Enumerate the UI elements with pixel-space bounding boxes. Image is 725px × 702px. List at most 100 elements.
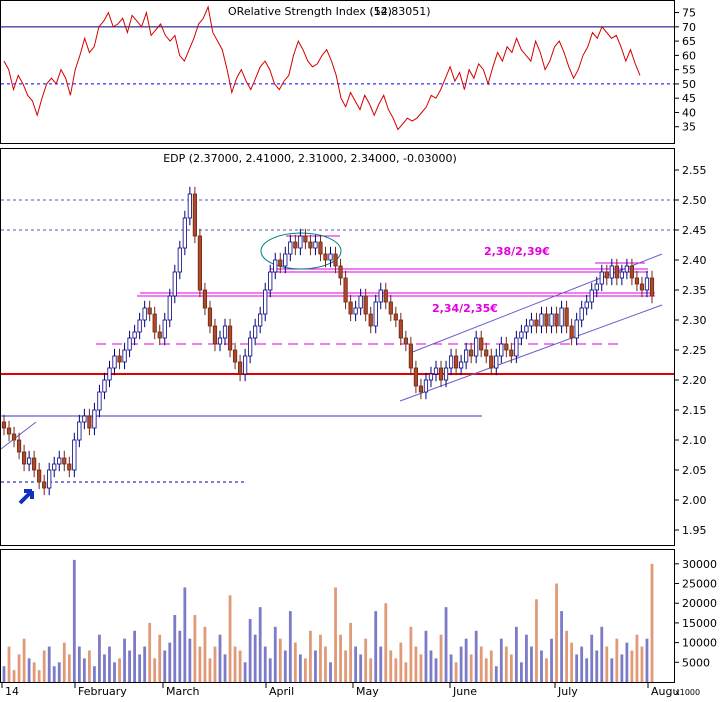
volume-bar bbox=[87, 650, 91, 682]
candle-body bbox=[499, 343, 504, 357]
volume-bar bbox=[82, 658, 86, 682]
x-tick-label: 14 bbox=[5, 685, 19, 698]
volume-bar bbox=[148, 622, 152, 682]
candle-body bbox=[222, 325, 228, 339]
volume-bar bbox=[379, 646, 383, 682]
volume-bar bbox=[37, 670, 41, 682]
volume-bar bbox=[434, 658, 438, 682]
price-tick-label: 2.35 bbox=[682, 284, 707, 297]
volume-bar bbox=[12, 670, 16, 682]
volume-bar bbox=[650, 563, 654, 682]
candle-body bbox=[52, 463, 57, 471]
candle-body bbox=[609, 265, 614, 279]
candle-body bbox=[629, 265, 635, 279]
candle-body bbox=[72, 439, 77, 471]
volume-bar bbox=[645, 638, 649, 682]
candle-body bbox=[464, 349, 469, 363]
volume-bar bbox=[484, 658, 488, 682]
candle-body bbox=[273, 259, 278, 273]
volume-bar bbox=[22, 638, 26, 682]
volume-tick-label: 15000 bbox=[682, 617, 717, 630]
volume-bar bbox=[329, 662, 332, 682]
candle-body bbox=[484, 349, 489, 357]
volume-bar bbox=[223, 654, 227, 682]
volume-tick-label: 25000 bbox=[682, 578, 717, 591]
candle-body bbox=[539, 313, 544, 327]
candle-body bbox=[107, 367, 112, 381]
volume-bar bbox=[268, 658, 272, 682]
candle-body bbox=[368, 313, 373, 327]
volume-bar bbox=[494, 666, 498, 682]
candle-body bbox=[258, 313, 263, 327]
volume-bar bbox=[288, 611, 292, 682]
volume-bar bbox=[409, 626, 413, 682]
volume-bar bbox=[263, 646, 267, 682]
candle-body bbox=[308, 241, 313, 249]
volume-bar bbox=[2, 666, 6, 682]
x-tick-label: May bbox=[356, 685, 379, 698]
volume-tick-label: 10000 bbox=[682, 637, 717, 650]
rsi-tick-label: 75 bbox=[682, 7, 696, 20]
candle-body bbox=[1, 421, 7, 429]
candle-body bbox=[27, 457, 32, 465]
volume-bar bbox=[565, 630, 569, 682]
candle-body bbox=[388, 301, 393, 315]
trend-channel-lower bbox=[399, 304, 663, 402]
candle-body bbox=[217, 337, 223, 345]
volume-bar bbox=[273, 626, 277, 682]
volume-bar bbox=[429, 650, 433, 682]
candle-body bbox=[152, 313, 157, 333]
volume-bar bbox=[630, 650, 634, 682]
volume-bar bbox=[369, 658, 373, 682]
candle-body bbox=[584, 301, 589, 309]
volume-bar bbox=[449, 654, 453, 682]
volume-bar bbox=[52, 666, 56, 682]
price-tick-label: 2.55 bbox=[682, 164, 707, 177]
candle-body bbox=[639, 283, 645, 291]
volume-bar bbox=[138, 654, 142, 682]
volume-bar bbox=[625, 642, 629, 682]
price-annotation: 2,34/2,35€ bbox=[432, 302, 498, 315]
candle-body bbox=[283, 253, 288, 267]
candle-body bbox=[253, 325, 258, 339]
candle-body bbox=[403, 337, 408, 345]
volume-bar bbox=[62, 642, 66, 682]
candle-body bbox=[604, 271, 609, 279]
volume-bar bbox=[188, 638, 192, 682]
price-tick-label: 2.50 bbox=[682, 194, 707, 207]
x-tick-label: June bbox=[452, 685, 477, 698]
x-tick-label: March bbox=[166, 685, 200, 698]
candle-body bbox=[288, 241, 293, 255]
volume-tick-label: 20000 bbox=[682, 597, 717, 610]
volume-bar bbox=[384, 603, 388, 682]
volume-bar bbox=[469, 654, 473, 682]
candle-body bbox=[177, 247, 182, 273]
volume-bar bbox=[118, 658, 121, 682]
candle-body bbox=[453, 355, 459, 369]
volume-bar bbox=[77, 646, 81, 682]
candle-body bbox=[248, 337, 253, 357]
candle-body bbox=[207, 307, 213, 327]
rsi-title: ORelative Strength Index (14) bbox=[228, 5, 392, 18]
candle-body bbox=[579, 307, 584, 321]
candle-body bbox=[353, 307, 358, 315]
price-title: EDP (2.37000, 2.41000, 2.31000, 2.34000,… bbox=[163, 152, 457, 165]
candle-body bbox=[529, 319, 534, 327]
candle-body bbox=[243, 355, 248, 375]
volume-bar bbox=[439, 634, 443, 682]
candle-body bbox=[443, 367, 449, 381]
highlight-ellipse bbox=[260, 232, 342, 270]
volume-bar bbox=[168, 642, 172, 682]
rsi-panel-frame bbox=[0, 0, 675, 144]
volume-bar bbox=[93, 666, 96, 682]
candle-body bbox=[142, 307, 147, 321]
candle-body bbox=[162, 319, 167, 339]
price-tick-label: 2.20 bbox=[682, 374, 707, 387]
rsi-value: (52.83051) bbox=[369, 5, 430, 18]
candle-body bbox=[192, 193, 197, 237]
volume-bar bbox=[314, 650, 317, 682]
volume-bar bbox=[253, 634, 257, 682]
candle-body bbox=[348, 301, 353, 315]
candle-body bbox=[328, 253, 333, 261]
volume-bar bbox=[278, 638, 282, 682]
